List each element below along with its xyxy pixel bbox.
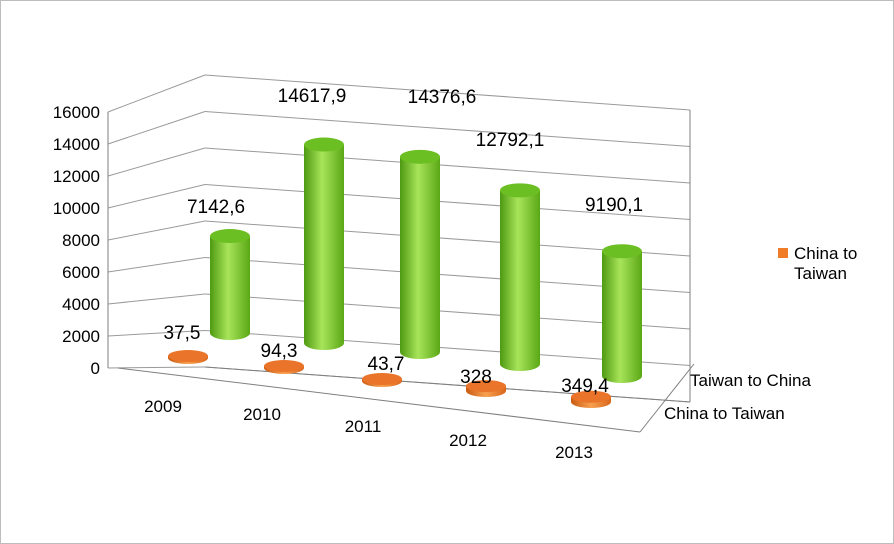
side-gridline <box>107 111 206 145</box>
legend-swatch <box>778 248 788 258</box>
bar-taiwan-to-china-body <box>500 190 540 371</box>
bar-taiwan-to-china <box>210 229 250 340</box>
y-tick-labels: 0 2000 4000 6000 8000 10000 12000 14000 16000 <box>53 103 100 378</box>
x-tick-label: 2011 <box>345 417 382 436</box>
side-gridline <box>107 366 206 369</box>
data-label: 14617,9 <box>278 86 347 107</box>
bar-taiwan-to-china-top <box>500 183 540 198</box>
gridline <box>204 74 691 111</box>
bar-china-to-taiwan-top <box>264 360 304 372</box>
bar-taiwan-to-china-top <box>210 229 250 244</box>
bar-taiwan-to-china-body <box>210 236 250 340</box>
side-gridline <box>107 184 206 209</box>
bar-taiwan-to-china-top <box>602 244 642 259</box>
data-label: 9190,1 <box>585 195 643 216</box>
bar-china-to-taiwan <box>264 360 304 374</box>
side-gridline <box>107 74 206 113</box>
bar-china-to-taiwan-top <box>168 350 208 362</box>
x-tick-labels: 2009 2010 2011 2012 2013 <box>144 397 593 462</box>
y-tick-label: 2000 <box>62 327 100 346</box>
x-tick-label: 2010 <box>243 405 281 424</box>
y-tick-label: 4000 <box>62 295 100 314</box>
legend-label: China to Taiwan <box>794 244 858 283</box>
bar-taiwan-to-china-top <box>400 149 440 164</box>
depth-axis-line <box>639 363 695 433</box>
side-gridline <box>107 293 206 305</box>
data-label: 14376,6 <box>408 87 477 108</box>
gridline <box>204 147 691 184</box>
bar-taiwan-to-china-body <box>304 144 344 350</box>
bars <box>168 137 642 408</box>
gridline <box>204 111 691 147</box>
bar-china-to-taiwan <box>362 373 402 387</box>
data-label: 12792,1 <box>476 130 545 151</box>
side-gridline <box>107 330 206 337</box>
bar-taiwan-to-china-body <box>400 156 440 359</box>
legend-entry: China to Taiwan <box>778 244 888 284</box>
side-gridline <box>107 257 206 273</box>
bar-china-to-taiwan <box>168 350 208 364</box>
data-label: 37,5 <box>164 323 201 344</box>
bar-china-to-taiwan <box>571 390 611 408</box>
bar-china-to-taiwan-top <box>466 380 506 393</box>
depth-tick-label: Taiwan to China <box>690 371 812 390</box>
x-tick-label: 2012 <box>449 431 487 450</box>
y-tick-label: 0 <box>91 359 100 378</box>
y-tick-label: 6000 <box>62 263 100 282</box>
data-label: 43,7 <box>368 354 405 375</box>
y-tick-label: 16000 <box>53 103 100 122</box>
bar-taiwan-to-china <box>500 183 540 371</box>
y-tick-label: 12000 <box>53 167 100 186</box>
x-tick-label: 2009 <box>144 397 182 416</box>
y-tick-label: 14000 <box>53 135 100 154</box>
data-label: 328 <box>460 367 492 388</box>
y-tick-label: 8000 <box>62 231 100 250</box>
data-label: 94,3 <box>261 341 298 362</box>
legend: China to Taiwan <box>778 244 888 284</box>
x-tick-label: 2013 <box>555 443 593 462</box>
bar-china-to-taiwan <box>466 380 506 397</box>
gridline <box>204 184 691 220</box>
side-gridline <box>107 220 206 241</box>
side-gridline <box>107 147 206 177</box>
x-axis-line <box>117 367 641 433</box>
bar-taiwan-to-china <box>400 149 440 359</box>
data-label: 349,4 <box>561 376 609 397</box>
depth-tick-label: China to Taiwan <box>664 404 785 423</box>
depth-labels: Taiwan to China China to Taiwan <box>664 371 812 423</box>
bar-china-to-taiwan-top <box>362 373 402 385</box>
bar-taiwan-to-china <box>304 137 344 350</box>
data-label: 7142,6 <box>187 197 245 218</box>
data-labels: 37,5 94,3 43,7 328 349,4 7142,6 14617,9 14376,6… <box>164 86 644 397</box>
bar-taiwan-to-china <box>602 244 642 383</box>
y-tick-label: 10000 <box>53 199 100 218</box>
bar-china-to-taiwan-top <box>571 390 611 403</box>
bar-taiwan-to-china-body <box>602 251 642 383</box>
bar-taiwan-to-china-top <box>304 137 344 152</box>
